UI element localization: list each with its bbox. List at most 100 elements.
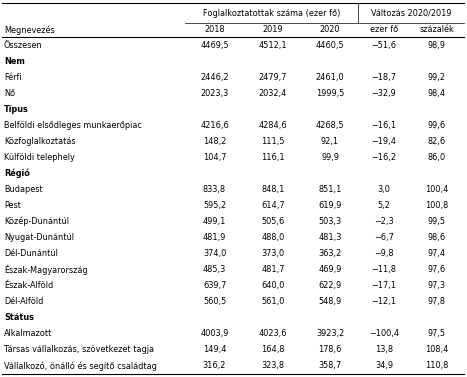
Text: −12,1: −12,1	[372, 297, 396, 306]
Text: −9,8: −9,8	[374, 249, 394, 258]
Text: 619,9: 619,9	[318, 201, 342, 210]
Text: 622,9: 622,9	[318, 281, 342, 290]
Text: 13,8: 13,8	[375, 345, 393, 354]
Text: −6,7: −6,7	[374, 233, 394, 242]
Text: 34,9: 34,9	[375, 362, 393, 371]
Text: Összesen: Összesen	[4, 40, 42, 49]
Text: Nyugat-Dunántúl: Nyugat-Dunántúl	[4, 233, 74, 242]
Text: 851,1: 851,1	[318, 185, 342, 194]
Text: Pest: Pest	[4, 201, 21, 210]
Text: 108,4: 108,4	[425, 345, 449, 354]
Text: 2020: 2020	[320, 26, 340, 35]
Text: százalék: százalék	[420, 26, 454, 35]
Text: 560,5: 560,5	[203, 297, 226, 306]
Text: Dél-Alföld: Dél-Alföld	[4, 297, 43, 306]
Text: 97,5: 97,5	[428, 329, 446, 339]
Text: 86,0: 86,0	[428, 153, 446, 162]
Text: 100,4: 100,4	[425, 185, 449, 194]
Text: 99,5: 99,5	[428, 217, 446, 226]
Text: −51,6: −51,6	[372, 40, 396, 49]
Text: 116,1: 116,1	[261, 153, 285, 162]
Text: 481,3: 481,3	[318, 233, 342, 242]
Text: 110,8: 110,8	[425, 362, 449, 371]
Text: −19,4: −19,4	[372, 137, 396, 146]
Text: Vállalkozó, önálló és segítő családtag: Vállalkozó, önálló és segítő családtag	[4, 361, 157, 371]
Text: 595,2: 595,2	[203, 201, 226, 210]
Text: 104,7: 104,7	[203, 153, 226, 162]
Text: 503,3: 503,3	[318, 217, 341, 226]
Text: Férfi: Férfi	[4, 73, 21, 81]
Text: 3,0: 3,0	[377, 185, 390, 194]
Text: 99,2: 99,2	[428, 73, 446, 81]
Text: 640,0: 640,0	[262, 281, 285, 290]
Text: 149,4: 149,4	[203, 345, 226, 354]
Text: Nem: Nem	[4, 57, 25, 66]
Text: 2023,3: 2023,3	[200, 89, 229, 98]
Text: −2,3: −2,3	[374, 217, 394, 226]
Text: 2018: 2018	[204, 26, 225, 35]
Text: −32,9: −32,9	[372, 89, 396, 98]
Text: Dél-Dunántúl: Dél-Dunántúl	[4, 249, 58, 258]
Text: 4469,5: 4469,5	[200, 40, 229, 49]
Text: Külföldi telephely: Külföldi telephely	[4, 153, 75, 162]
Text: 99,6: 99,6	[428, 121, 446, 130]
Text: Észak-Alföld: Észak-Alföld	[4, 281, 53, 290]
Text: 178,6: 178,6	[318, 345, 342, 354]
Text: 481,7: 481,7	[262, 265, 285, 274]
Text: 2446,2: 2446,2	[200, 73, 229, 81]
Text: 98,6: 98,6	[428, 233, 446, 242]
Text: 374,0: 374,0	[203, 249, 226, 258]
Text: −16,1: −16,1	[371, 121, 396, 130]
Text: Közép-Dunántúl: Közép-Dunántúl	[4, 217, 69, 226]
Text: 2461,0: 2461,0	[316, 73, 344, 81]
Text: 323,8: 323,8	[262, 362, 284, 371]
Text: Közfoglalkoztatás: Közfoglalkoztatás	[4, 137, 76, 146]
Text: 848,1: 848,1	[262, 185, 285, 194]
Text: 358,7: 358,7	[318, 362, 341, 371]
Text: Foglalkoztatottak száma (ezer fő): Foglalkoztatottak száma (ezer fő)	[203, 9, 340, 17]
Text: 148,2: 148,2	[203, 137, 226, 146]
Text: 4023,6: 4023,6	[259, 329, 287, 339]
Text: 485,3: 485,3	[203, 265, 226, 274]
Text: −100,4: −100,4	[369, 329, 399, 339]
Text: 561,0: 561,0	[262, 297, 285, 306]
Text: −18,7: −18,7	[372, 73, 396, 81]
Text: 505,6: 505,6	[262, 217, 284, 226]
Text: 97,6: 97,6	[428, 265, 446, 274]
Text: 833,8: 833,8	[203, 185, 226, 194]
Text: 499,1: 499,1	[203, 217, 226, 226]
Text: Státus: Státus	[4, 313, 34, 322]
Text: 3923,2: 3923,2	[316, 329, 344, 339]
Text: Típus: Típus	[4, 105, 29, 114]
Text: 4460,5: 4460,5	[316, 40, 344, 49]
Text: 488,0: 488,0	[262, 233, 284, 242]
Text: ezer fő: ezer fő	[370, 26, 398, 35]
Text: 99,9: 99,9	[321, 153, 339, 162]
Text: 97,8: 97,8	[428, 297, 446, 306]
Text: Észak-Magyarország: Észak-Magyarország	[4, 264, 88, 275]
Text: 4284,6: 4284,6	[259, 121, 287, 130]
Text: 1999,5: 1999,5	[316, 89, 344, 98]
Text: −16,2: −16,2	[372, 153, 396, 162]
Text: Alkalmazott: Alkalmazott	[4, 329, 52, 339]
Text: 481,9: 481,9	[203, 233, 226, 242]
Text: Megnevezés: Megnevezés	[4, 25, 55, 35]
Text: −11,8: −11,8	[372, 265, 396, 274]
Text: 469,9: 469,9	[318, 265, 342, 274]
Text: 164,8: 164,8	[261, 345, 285, 354]
Text: 548,9: 548,9	[318, 297, 342, 306]
Text: 4512,1: 4512,1	[259, 40, 287, 49]
Text: Társas vállalkozás, szövetkezet tagja: Társas vállalkozás, szövetkezet tagja	[4, 345, 154, 354]
Text: 316,2: 316,2	[203, 362, 226, 371]
Text: 2032,4: 2032,4	[259, 89, 287, 98]
Text: 639,7: 639,7	[203, 281, 226, 290]
Text: Nő: Nő	[4, 89, 15, 98]
Text: Budapest: Budapest	[4, 185, 43, 194]
Text: 614,7: 614,7	[261, 201, 285, 210]
Text: 4003,9: 4003,9	[200, 329, 229, 339]
Text: 98,9: 98,9	[428, 40, 446, 49]
Text: 373,0: 373,0	[262, 249, 284, 258]
Text: −17,1: −17,1	[372, 281, 396, 290]
Text: 97,3: 97,3	[428, 281, 446, 290]
Text: Változás 2020/2019: Változás 2020/2019	[371, 9, 451, 17]
